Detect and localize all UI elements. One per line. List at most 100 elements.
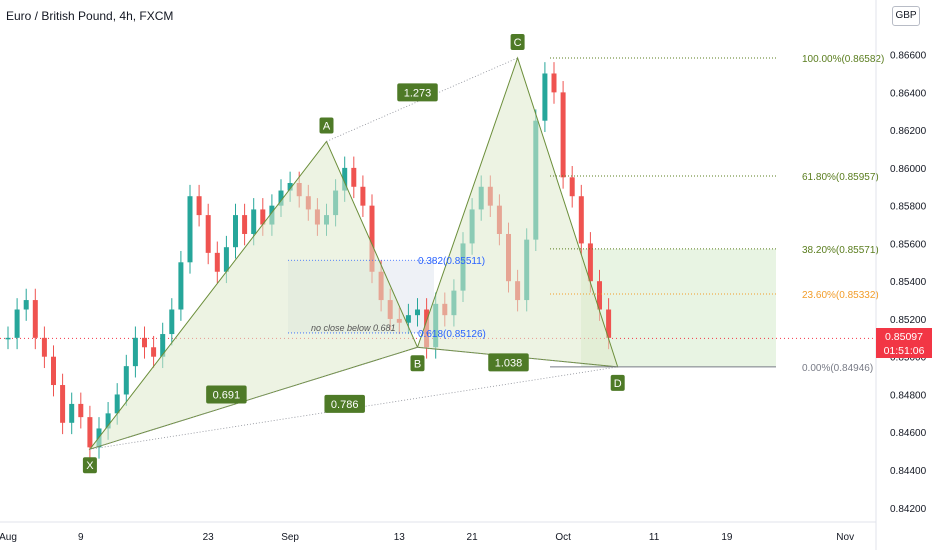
pattern-labels: X A B C D 0.691 1.273 0.786 1.038 bbox=[82, 34, 625, 474]
ab-retracement-label: 0.618(0.85126) bbox=[418, 329, 486, 340]
candle-body bbox=[123, 366, 129, 395]
candle-body bbox=[87, 417, 93, 448]
ratio-label: 1.038 bbox=[495, 357, 523, 369]
candle-body bbox=[187, 196, 193, 263]
point-label-a: A bbox=[323, 120, 331, 132]
x-tick-label: Oct bbox=[555, 532, 571, 543]
candle-body bbox=[405, 315, 411, 323]
candle-body bbox=[551, 73, 557, 93]
point-badge bbox=[510, 34, 525, 50]
candle-body bbox=[606, 309, 612, 338]
point-label-x: X bbox=[86, 460, 94, 472]
last-price-value: 0.85097 bbox=[885, 331, 923, 343]
point-badge bbox=[610, 374, 625, 391]
fib-level-label: 38.20%(0.85571) bbox=[802, 245, 879, 256]
candle-body bbox=[214, 252, 220, 272]
pattern-connector-BD bbox=[417, 346, 618, 368]
x-tick-label: 11 bbox=[649, 532, 660, 543]
candle-body bbox=[51, 356, 56, 386]
candle-body bbox=[360, 186, 366, 206]
candle-body bbox=[578, 196, 584, 244]
ratio-label: 1.273 bbox=[404, 87, 432, 99]
y-tick-label: 0.86200 bbox=[890, 126, 927, 137]
candle-body bbox=[132, 337, 138, 367]
candle-body bbox=[278, 190, 284, 206]
y-tick-label: 0.84600 bbox=[890, 428, 927, 439]
x-tick-label: 21 bbox=[467, 532, 479, 543]
bcd-triangle bbox=[416, 56, 619, 368]
candle-body bbox=[14, 309, 20, 338]
candle-body bbox=[560, 92, 566, 178]
candle-body bbox=[196, 196, 202, 216]
candle-body bbox=[32, 300, 38, 338]
candle-body bbox=[23, 300, 29, 310]
ratio-label: 0.691 bbox=[213, 389, 241, 401]
candle-body bbox=[251, 209, 257, 234]
ratio-badge bbox=[488, 353, 529, 372]
candle-body bbox=[415, 309, 420, 316]
y-tick-label: 0.86400 bbox=[890, 88, 927, 99]
candle-body bbox=[542, 73, 548, 121]
ratio-label: 0.786 bbox=[331, 399, 359, 411]
x-tick-label: Aug bbox=[0, 532, 17, 543]
point-badge bbox=[410, 355, 425, 372]
fib-level-label: 100.00%(0.86582) bbox=[802, 54, 884, 65]
y-tick-label: 0.86000 bbox=[890, 164, 927, 175]
profit-zone bbox=[581, 249, 776, 367]
ratio-badge bbox=[206, 385, 247, 404]
candle-body bbox=[178, 262, 184, 310]
y-tick-label: 0.86600 bbox=[890, 51, 927, 62]
y-tick-label: 0.84200 bbox=[890, 504, 927, 515]
candle-body bbox=[233, 215, 238, 248]
fib-level-label: 23.60%(0.85332) bbox=[802, 290, 879, 301]
currency-button[interactable]: GBP bbox=[892, 6, 920, 26]
candle-body bbox=[151, 347, 157, 357]
candle-body bbox=[287, 182, 293, 191]
x-tick-label: 13 bbox=[394, 532, 406, 543]
point-label-d: D bbox=[614, 378, 622, 390]
fib-level-label: 61.80%(0.85957) bbox=[802, 172, 879, 183]
candle-body bbox=[223, 247, 229, 272]
ab-note: no close below 0.681 bbox=[311, 323, 396, 333]
pattern-connector-XB bbox=[89, 346, 418, 450]
candle-body bbox=[105, 413, 111, 429]
y-tick-label: 0.85600 bbox=[890, 239, 927, 250]
point-label-b: B bbox=[414, 358, 421, 370]
candle-body bbox=[242, 215, 248, 234]
y-tick-label: 0.85800 bbox=[890, 202, 927, 213]
candle-body bbox=[78, 403, 84, 418]
x-tick-label: Nov bbox=[836, 532, 854, 543]
chart-title: Euro / British Pound, 4h, FXCM bbox=[6, 9, 174, 23]
candle-body bbox=[5, 337, 11, 340]
point-badge bbox=[82, 457, 97, 474]
candle-body bbox=[60, 385, 66, 423]
bar-countdown: 01:51:06 bbox=[883, 345, 925, 357]
y-tick-label: 0.85000 bbox=[890, 353, 927, 364]
candle-body bbox=[597, 281, 602, 310]
y-tick-label: 0.85200 bbox=[890, 315, 927, 326]
xab-triangle bbox=[88, 140, 419, 451]
x-tick-label: Sep bbox=[281, 532, 299, 543]
candle-body bbox=[41, 337, 47, 357]
candle-body bbox=[142, 337, 147, 348]
y-tick-label: 0.84400 bbox=[890, 466, 927, 477]
ratio-badge bbox=[397, 83, 438, 102]
y-tick-label: 0.85400 bbox=[890, 277, 927, 288]
point-label-c: C bbox=[514, 37, 522, 49]
point-badge bbox=[319, 117, 334, 134]
candle-body bbox=[342, 167, 348, 191]
candle-body bbox=[169, 309, 175, 335]
candle-body bbox=[260, 209, 266, 225]
candle-body bbox=[160, 334, 166, 357]
fib-level-label: 0.00%(0.84946) bbox=[802, 363, 873, 374]
y-tick-label: 0.84800 bbox=[890, 390, 927, 401]
candle-body bbox=[587, 243, 593, 282]
ab-retracement-label: 0.382(0.85511) bbox=[418, 256, 485, 267]
harmonic-pattern bbox=[88, 56, 619, 451]
ratio-badge bbox=[324, 394, 365, 413]
last-price-tag: 0.85097 01:51:06 bbox=[876, 328, 932, 358]
fibonacci-levels: 100.00%(0.86582) 61.80%(0.85957) 38.20%(0.… bbox=[288, 54, 884, 374]
candle-body bbox=[369, 205, 375, 272]
